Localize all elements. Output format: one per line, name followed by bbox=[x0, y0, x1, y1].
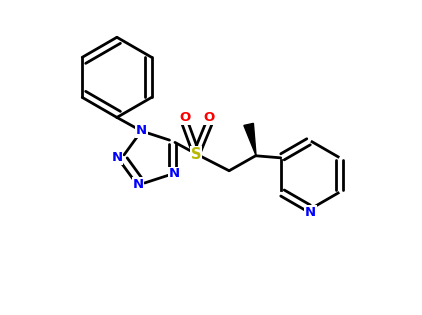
Text: N: N bbox=[133, 178, 143, 191]
Text: N: N bbox=[136, 124, 147, 137]
Text: S: S bbox=[191, 146, 202, 162]
Polygon shape bbox=[244, 123, 256, 156]
Text: O: O bbox=[204, 111, 215, 124]
Text: N: N bbox=[305, 206, 316, 219]
Text: N: N bbox=[169, 167, 180, 180]
Text: N: N bbox=[111, 151, 122, 164]
Text: O: O bbox=[179, 111, 190, 124]
